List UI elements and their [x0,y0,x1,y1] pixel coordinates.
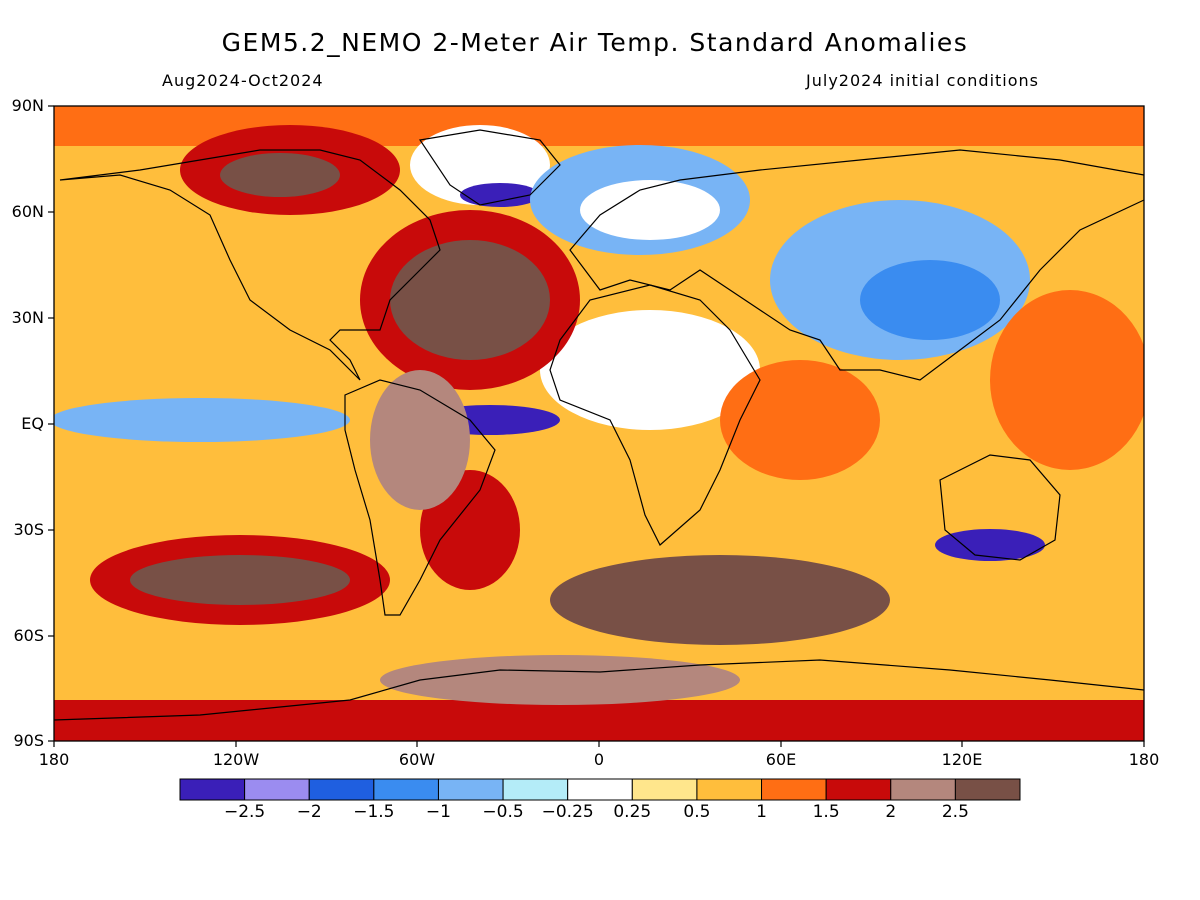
colorbar-swatch [373,778,439,801]
antarctic-anomaly [380,655,740,705]
axis-ticks [48,105,1145,747]
lat-label-90n: 90N [11,96,44,115]
colorbar-swatch [696,778,763,801]
asia-colder [860,260,1000,340]
atlantic-hot [390,240,550,360]
colorbar-swatch [825,778,892,801]
pacific-cool [54,398,350,442]
australia-outline [939,454,1061,561]
colorbar-swatch [244,778,310,801]
lat-label-30n: 30N [11,308,44,327]
colorbar-swatch [761,778,827,801]
south-america-warm [370,370,470,510]
lat-label-60n: 60N [11,202,44,221]
lon-label-0: 0 [593,750,605,769]
lon-label-120w: 120W [212,750,260,769]
colorbar-swatch [890,778,956,801]
colorbar-tick-label: 1.5 [812,802,840,822]
colorbar-tick-label: −1 [425,802,451,822]
wpacific-warm [990,290,1144,470]
colorbar-tick-label: 1 [756,802,767,822]
lon-label-180w: 180 [38,750,70,769]
lat-label-eq: EQ [21,414,44,433]
colorbar-swatch [631,778,698,801]
colorbar-tick-label: −1.5 [353,802,395,822]
colorbar-tick-label: 0.25 [613,802,652,822]
lon-label-60e: 60E [765,750,797,769]
colorbar-tick-label: −2 [296,802,322,822]
colorbar-swatch [179,778,246,801]
colorbar-tick-label: −0.5 [482,802,524,822]
lon-label-120e: 120E [941,750,983,769]
south-america-outline [344,379,496,616]
colorbar-swatch [567,778,633,801]
colorbar-tick-label: −2.5 [223,802,266,822]
sahara-neutral [540,310,760,430]
colorbar-tick-label: 2.5 [941,802,969,822]
colorbar [179,778,1021,801]
coastlines [54,129,1144,721]
greenland-outline [418,129,561,206]
initial-conditions: July2024 initial conditions [806,71,1039,90]
africa-outline [549,284,761,546]
lon-label-180e: 180 [1128,750,1160,769]
colorbar-swatch [502,778,569,801]
lat-label-60s: 60S [13,626,44,645]
colorbar-tick-label: 0.5 [683,802,711,822]
antarctica-outline [54,659,1144,721]
eurasia-outline [569,149,1144,381]
greenland-cold [460,183,540,207]
canada-hot [220,153,340,197]
colorbar-swatch [437,778,504,801]
forecast-period: Aug2024-Oct2024 [162,71,324,90]
indian-warm [720,360,880,480]
antarctic-band [54,700,1144,741]
colorbar-swatch [308,778,375,801]
spacific-hot [130,555,350,605]
lat-label-30s: 30S [13,520,44,539]
southern-ocean-hot [550,555,890,645]
anomaly-field [54,106,1144,741]
australia-cold [935,529,1045,561]
europe-neutral [580,180,720,240]
map-title: GEM5.2_NEMO 2-Meter Air Temp. Standard A… [221,28,969,57]
north-america-outline [59,149,441,381]
lat-label-90s: 90S [13,731,44,750]
colorbar-swatch [954,778,1021,801]
colorbar-tick-label: −0.25 [541,802,594,822]
colorbar-tick-label: 2 [885,802,897,822]
lon-label-60w: 60W [398,750,436,769]
